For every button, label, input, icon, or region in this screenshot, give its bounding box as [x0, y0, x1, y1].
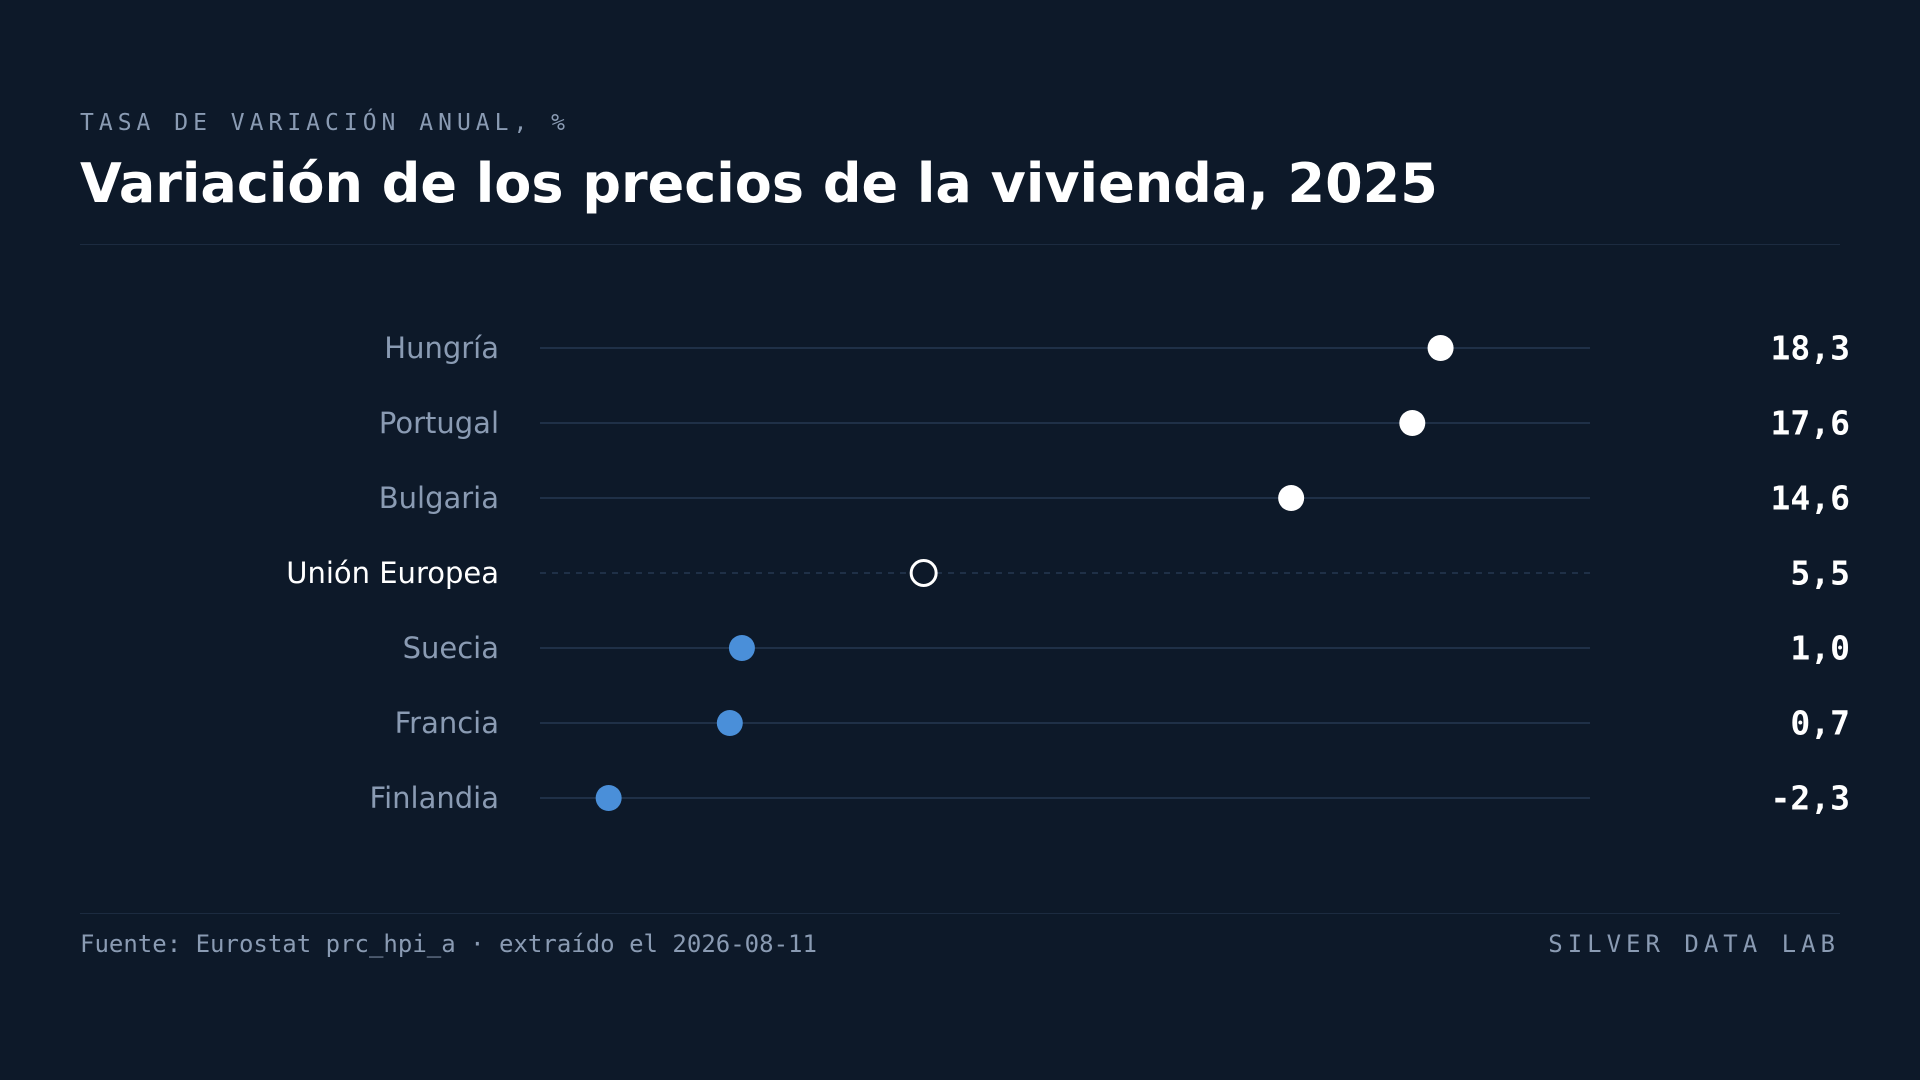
value-label-bulgaria: 14,6	[1771, 479, 1850, 518]
data-point-francia	[716, 710, 743, 736]
category-label-union-europea: Unión Europea	[286, 556, 499, 590]
data-point-portugal	[1399, 410, 1426, 436]
category-label-suecia: Suecia	[403, 631, 499, 665]
data-point-bulgaria	[1278, 485, 1305, 511]
chart-title: Variación de los precios de la vivienda,…	[80, 152, 1438, 215]
category-label-finlandia: Finlandia	[370, 781, 499, 815]
footer-divider	[80, 913, 1840, 914]
category-label-portugal: Portugal	[379, 406, 499, 440]
data-point-hungria	[1427, 335, 1454, 361]
data-point-union-europea	[909, 559, 938, 587]
value-label-francia: 0,7	[1790, 704, 1850, 743]
value-label-suecia: 1,0	[1790, 629, 1850, 668]
value-label-hungria: 18,3	[1771, 329, 1850, 368]
chart-kicker: TASA DE VARIACIÓN ANUAL, %	[80, 110, 571, 136]
category-label-francia: Francia	[395, 706, 499, 740]
data-point-suecia	[728, 635, 755, 661]
value-label-union-europea: 5,5	[1790, 554, 1850, 593]
data-point-finlandia	[595, 785, 622, 811]
header-divider	[80, 244, 1840, 245]
category-label-hungria: Hungría	[384, 331, 499, 365]
value-label-portugal: 17,6	[1771, 404, 1850, 443]
brand-label: SILVER DATA LAB	[1548, 930, 1840, 958]
source-note: Fuente: Eurostat prc_hpi_a · extraído el…	[80, 930, 817, 958]
category-label-bulgaria: Bulgaria	[379, 481, 499, 515]
value-label-finlandia: -2,3	[1771, 779, 1850, 818]
